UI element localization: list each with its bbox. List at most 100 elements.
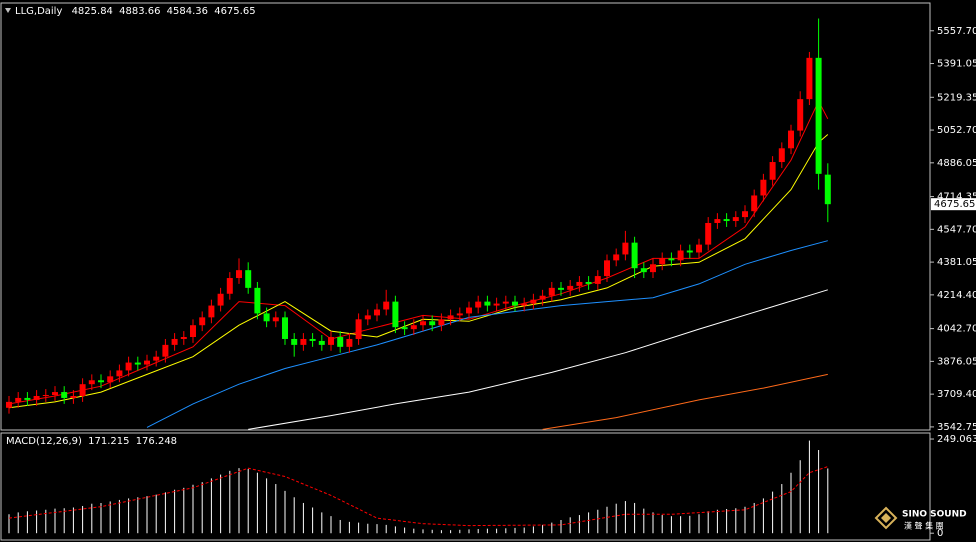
candle-body xyxy=(594,276,601,284)
candle-body xyxy=(769,162,776,180)
candle-body xyxy=(410,325,417,330)
candle-body xyxy=(300,338,307,345)
candle-body xyxy=(70,395,77,398)
macd-signal-line xyxy=(8,466,828,527)
candle-body xyxy=(236,270,242,279)
candle-body xyxy=(742,211,748,218)
current-price-label: 4675.65 xyxy=(934,199,975,210)
candle-body xyxy=(567,285,574,290)
moving-average-line xyxy=(8,134,829,409)
candle-body xyxy=(6,401,12,408)
macd-plot xyxy=(8,440,829,534)
y-tick-label: 4886.05 xyxy=(937,158,976,169)
y-tick-label: 4547.70 xyxy=(937,224,976,235)
candle-body xyxy=(558,287,564,290)
candle-body xyxy=(282,317,288,339)
logo-icon-inner xyxy=(881,513,891,523)
y-tick-label: 5557.70 xyxy=(937,26,976,37)
header-low: 4584.36 xyxy=(167,6,208,17)
candle-body xyxy=(548,287,555,296)
candle-body xyxy=(116,370,123,377)
candle-body xyxy=(475,301,482,308)
y-tick-label: 4042.70 xyxy=(937,324,976,335)
header-high: 4883.66 xyxy=(119,6,160,17)
y-tick-label: 3542.75 xyxy=(937,422,976,433)
candle-body xyxy=(107,376,114,383)
candle-body xyxy=(125,362,132,371)
candle-body xyxy=(52,392,58,396)
candle-body xyxy=(576,281,583,286)
candle-body xyxy=(521,303,528,306)
candle-body xyxy=(650,264,656,273)
candle-body xyxy=(171,338,178,345)
y-tick-label: 3709.40 xyxy=(937,389,976,400)
candle-body xyxy=(585,281,592,284)
y-tick-label: 4714.35 xyxy=(937,192,976,203)
candle-body xyxy=(723,219,730,222)
candle-body xyxy=(815,57,822,174)
macd-signal-last: 176.248 xyxy=(136,436,177,447)
candle-body xyxy=(291,338,298,345)
macd-histogram-last: 171.215 xyxy=(88,436,129,447)
candle-body xyxy=(208,305,215,318)
candle-body xyxy=(604,260,610,277)
candle-body xyxy=(226,278,233,294)
candle-body xyxy=(622,242,629,255)
y-tick-label: 4214.40 xyxy=(937,290,976,301)
candle-body xyxy=(696,244,702,253)
candle-body xyxy=(61,392,68,398)
logo-subtitle: 漢 聲 集 團 xyxy=(904,521,944,531)
candle-body xyxy=(42,395,49,397)
candle-body xyxy=(162,344,169,357)
candle-body xyxy=(79,384,86,396)
candle-body xyxy=(254,287,261,314)
candle-body xyxy=(272,317,279,322)
candle-body xyxy=(263,313,270,322)
main-panel-frame xyxy=(0,2,931,431)
candle-body xyxy=(144,360,150,365)
candle-body xyxy=(705,222,712,245)
symbol-title: LLG,Daily xyxy=(15,6,62,17)
candle-body xyxy=(760,179,767,196)
candle-body xyxy=(217,293,224,306)
y-tick-label: 5052.70 xyxy=(937,125,976,136)
candle-body xyxy=(502,301,509,304)
y-tick-label: 5219.35 xyxy=(937,92,976,103)
y-tick-label: 5391.05 xyxy=(937,59,976,70)
candle-body xyxy=(797,99,804,131)
main-plot xyxy=(6,18,831,430)
candle-body xyxy=(686,250,693,253)
logo: SINO SOUND 漢 聲 集 團 xyxy=(874,506,967,531)
candle-body xyxy=(530,299,537,304)
header-close: 4675.65 xyxy=(214,6,255,17)
candle-body xyxy=(751,195,758,212)
candle-body xyxy=(714,219,721,223)
candle-body xyxy=(199,317,206,326)
candle-body xyxy=(33,395,40,400)
header-open: 4825.84 xyxy=(72,6,113,17)
candle-body xyxy=(88,380,95,385)
y-tick-label: 0 xyxy=(937,528,943,539)
candle-body xyxy=(318,340,325,345)
candle-body xyxy=(778,148,785,163)
candle-body xyxy=(732,217,739,222)
candle-body xyxy=(659,258,666,265)
candle-body xyxy=(24,397,31,400)
macd-header: MACD(12,26,9) 171.215 176.248 xyxy=(6,436,177,447)
candle-body xyxy=(806,57,813,100)
candle-body xyxy=(15,397,22,402)
y-tick-label: 4381.05 xyxy=(937,257,976,268)
candle-body xyxy=(613,254,620,261)
candle-body xyxy=(328,337,334,345)
candle-body xyxy=(640,268,647,273)
candle-body xyxy=(438,319,445,326)
candle-body xyxy=(309,338,316,341)
axes: 5557.70 5391.05 5219.35 5052.70 4886.05 4714.… xyxy=(930,26,976,539)
candle-body xyxy=(98,380,104,383)
candle-body xyxy=(447,315,454,320)
candle-body xyxy=(392,301,399,328)
candle-body xyxy=(134,362,141,365)
candle-body xyxy=(383,301,390,310)
candle-body xyxy=(493,303,500,306)
